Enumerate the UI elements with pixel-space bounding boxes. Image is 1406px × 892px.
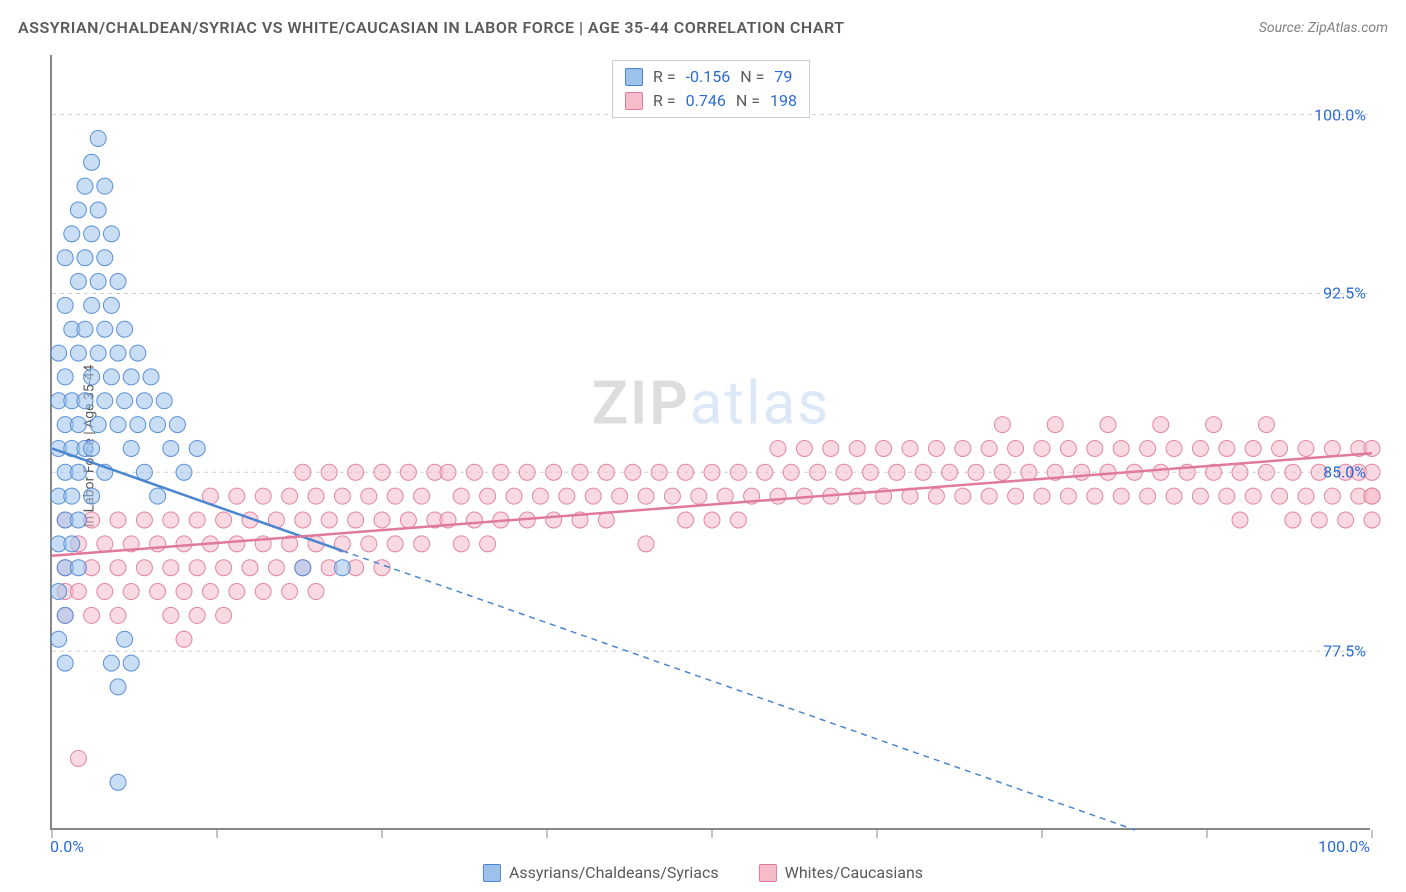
bottom-legend: Assyrians/Chaldeans/Syriacs Whites/Cauca… bbox=[483, 863, 923, 882]
ytick-label: 92.5% bbox=[1323, 284, 1366, 303]
chart-title: ASSYRIAN/CHALDEAN/SYRIAC VS WHITE/CAUCAS… bbox=[18, 18, 845, 37]
bottom-legend-item-1: Assyrians/Chaldeans/Syriacs bbox=[483, 863, 719, 882]
r-label-1: R = bbox=[653, 65, 676, 89]
ytick-label: 77.5% bbox=[1323, 642, 1366, 661]
n-label-1: N = bbox=[740, 65, 764, 89]
bottom-legend-label-2: Whites/Caucasians bbox=[785, 863, 923, 882]
bottom-legend-item-2: Whites/Caucasians bbox=[759, 863, 923, 882]
x-axis-max-label: 100.0% bbox=[1318, 837, 1370, 856]
r-value-2: 0.746 bbox=[686, 89, 726, 113]
source-attribution: Source: ZipAtlas.com bbox=[1259, 20, 1388, 36]
header-row: ASSYRIAN/CHALDEAN/SYRIAC VS WHITE/CAUCAS… bbox=[18, 18, 1388, 37]
r-label-2: R = bbox=[653, 89, 676, 113]
ytick-label: 85.0% bbox=[1323, 463, 1366, 482]
n-label-2: N = bbox=[736, 89, 760, 113]
n-value-2: 198 bbox=[770, 89, 797, 113]
bottom-legend-label-1: Assyrians/Chaldeans/Syriacs bbox=[509, 863, 719, 882]
swatch-series1 bbox=[625, 68, 643, 86]
x-axis-min-label: 0.0% bbox=[50, 837, 84, 856]
plot-area: ZIPatlas R = -0.156 N = 79 R = 0.746 N =… bbox=[50, 55, 1370, 830]
swatch-series2 bbox=[625, 92, 643, 110]
legend-row-series2: R = 0.746 N = 198 bbox=[625, 89, 797, 113]
ytick-label: 100.0% bbox=[1314, 105, 1366, 124]
legend-row-series1: R = -0.156 N = 79 bbox=[625, 65, 797, 89]
r-value-1: -0.156 bbox=[686, 65, 731, 89]
plot-svg bbox=[52, 55, 1370, 828]
bottom-swatch-2 bbox=[759, 864, 777, 882]
n-value-1: 79 bbox=[774, 65, 792, 89]
bottom-swatch-1 bbox=[483, 864, 501, 882]
correlation-legend: R = -0.156 N = 79 R = 0.746 N = 198 bbox=[612, 60, 810, 118]
